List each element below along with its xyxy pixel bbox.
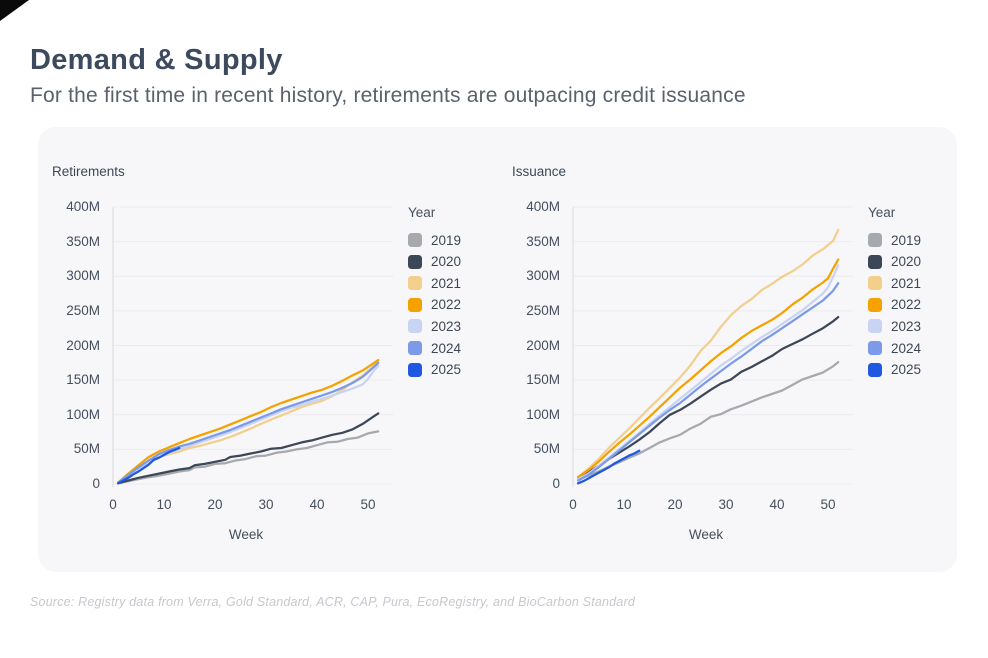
series-line-2022 (116, 358, 380, 484)
legend-item-2024: 2024 (408, 338, 461, 358)
series-line-2025 (576, 449, 641, 485)
legend-swatch-2019 (408, 233, 422, 247)
y-tick-label: 100M (66, 406, 100, 422)
legend-title: Year (868, 205, 896, 220)
charts-card: Retirements 400M 350M 300M 250M 200M 150M 100M… (38, 127, 957, 572)
legend-swatch-2020 (868, 254, 882, 269)
legend-item-2023: 2023 (868, 316, 921, 336)
x-tick-label: 30 (258, 497, 274, 512)
x-axis-label: Week (228, 527, 264, 542)
legend-label: 2020 (891, 254, 922, 270)
legend-label: 2021 (431, 275, 462, 291)
x-axis-label: Week (688, 527, 724, 542)
legend-swatch-2024 (868, 341, 882, 355)
y-tick-label: 400M (526, 199, 560, 214)
series-line-2020 (576, 315, 840, 479)
legend-swatch-2019 (868, 233, 882, 247)
legend-label: 2019 (891, 232, 922, 248)
x-tick-label: 40 (309, 497, 325, 512)
legend-label: 2021 (891, 275, 922, 291)
legend-item-2022: 2022 (868, 295, 921, 315)
x-tick-label: 30 (718, 497, 734, 512)
legend-label: 2025 (891, 362, 922, 378)
y-tick-label: 150M (66, 372, 100, 388)
legend-label: 2022 (431, 297, 462, 313)
chart-title-issuance: Issuance (512, 164, 567, 179)
y-tick-label: 300M (66, 268, 100, 284)
series-line-2019 (116, 430, 380, 485)
legend-item-2019: 2019 (408, 230, 461, 250)
corner-mark (0, 0, 29, 21)
legend-label: 2020 (431, 254, 462, 270)
chart-title-retirements: Retirements (52, 164, 125, 179)
y-tick-label: 0 (552, 476, 560, 491)
issuance-chart: Issuance 400M 350M 300M 250M 200M 150M 100M 50M… (498, 127, 958, 572)
y-tick-label: 300M (526, 268, 560, 284)
series-line-2024 (116, 361, 380, 484)
legend-item-2019: 2019 (868, 230, 921, 250)
legend-swatch-2025 (868, 362, 882, 377)
issuance-plot (572, 206, 853, 487)
series-line-2025 (116, 446, 181, 485)
legend-label: 2022 (891, 297, 922, 313)
page-subtitle: For the first time in recent history, re… (30, 84, 746, 107)
legend-item-2023: 2023 (408, 316, 461, 336)
y-tick-label: 50M (533, 441, 560, 457)
series-line-2024 (576, 282, 840, 482)
series-line-2023 (576, 264, 840, 481)
legend-item-2020: 2020 (408, 252, 461, 272)
x-tick-label: 40 (769, 497, 785, 512)
y-tick-label: 250M (66, 302, 100, 318)
y-tick-label: 0 (92, 476, 100, 491)
legend-label: 2023 (431, 318, 462, 334)
legend-swatch-2020 (408, 254, 422, 269)
y-tick-label: 350M (526, 233, 560, 249)
legend-label: 2024 (431, 340, 462, 356)
source-note: Source: Registry data from Verra, Gold S… (30, 595, 636, 609)
legend-swatch-2023 (408, 319, 422, 334)
legend-label: 2019 (431, 232, 462, 248)
legend-swatch-2021 (868, 276, 882, 291)
y-tick-label: 150M (526, 372, 560, 388)
legend-label: 2023 (891, 318, 922, 334)
legend-swatch-2024 (408, 341, 422, 355)
legend-swatch-2023 (868, 319, 882, 334)
legend-label: 2024 (891, 340, 922, 356)
y-tick-label: 200M (526, 337, 560, 353)
y-tick-label: 400M (66, 199, 100, 214)
retirements-chart: Retirements 400M 350M 300M 250M 200M 150M 100M… (38, 127, 498, 572)
legend-item-2025: 2025 (868, 360, 921, 380)
legend-item-2025: 2025 (408, 360, 461, 380)
legend-item-2021: 2021 (408, 273, 461, 293)
series-line-2019 (576, 360, 840, 480)
page-title: Demand & Supply (30, 44, 283, 76)
y-tick-label: 50M (73, 441, 100, 457)
y-tick-label: 100M (526, 406, 560, 422)
legend-item-2020: 2020 (868, 252, 921, 272)
series-line-2022 (576, 258, 840, 479)
y-tick-label: 350M (66, 233, 100, 249)
x-tick-label: 0 (569, 497, 577, 512)
series-line-2020 (116, 412, 380, 485)
legend-swatch-2025 (408, 362, 422, 377)
x-tick-label: 50 (360, 497, 376, 512)
x-tick-label: 10 (156, 497, 172, 512)
series-line-2021 (576, 228, 840, 479)
x-tick-label: 20 (667, 497, 683, 512)
legend-item-2021: 2021 (868, 273, 921, 293)
legend-item-2024: 2024 (868, 338, 921, 358)
legend-swatch-2021 (408, 276, 422, 291)
x-tick-label: 10 (616, 497, 632, 512)
y-tick-label: 200M (66, 337, 100, 353)
legend-swatch-2022 (408, 297, 422, 312)
x-tick-label: 20 (207, 497, 223, 512)
legend-item-2022: 2022 (408, 295, 461, 315)
legend-label: 2025 (431, 362, 462, 378)
y-tick-label: 250M (526, 302, 560, 318)
legend-swatch-2022 (868, 297, 882, 312)
x-tick-label: 50 (820, 497, 836, 512)
retirements-plot (112, 206, 393, 487)
legend-title: Year (408, 205, 436, 220)
x-tick-label: 0 (109, 497, 117, 512)
